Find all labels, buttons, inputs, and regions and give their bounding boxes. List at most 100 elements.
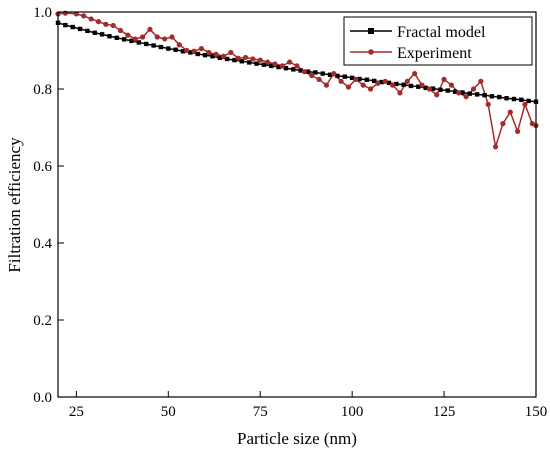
data-point-experiment: [463, 94, 469, 100]
legend: Fractal model Experiment: [343, 16, 533, 66]
data-point-experiment: [110, 22, 116, 29]
data-point-experiment: [397, 90, 403, 96]
data-point-experiment: [73, 11, 79, 17]
y-tick-label: 1.0: [33, 5, 52, 21]
data-point-fractal-model: [261, 62, 267, 67]
data-point-experiment: [125, 32, 131, 38]
data-point-fractal-model: [136, 40, 142, 45]
legend-item-experiment: Experiment: [350, 45, 472, 62]
data-point-experiment: [360, 82, 366, 88]
data-point-experiment: [191, 48, 197, 54]
data-point-experiment: [515, 128, 521, 134]
data-point-experiment: [316, 76, 322, 82]
data-point-experiment: [470, 86, 477, 92]
x-tick-label: 50: [161, 404, 176, 420]
data-point-fractal-model: [291, 67, 296, 72]
data-point-experiment: [492, 144, 499, 150]
data-point-experiment: [154, 34, 160, 40]
data-point-fractal-model: [401, 82, 406, 87]
data-point-experiment: [404, 78, 410, 84]
data-point-experiment: [235, 55, 241, 61]
data-point-experiment: [198, 45, 204, 52]
data-point-experiment: [213, 51, 219, 57]
data-point-fractal-model: [92, 30, 97, 35]
data-point-fractal-model: [342, 74, 347, 79]
data-point-fractal-model: [151, 43, 156, 48]
data-point-fractal-model: [63, 22, 68, 28]
data-point-experiment: [117, 27, 124, 34]
data-point-fractal-model: [107, 34, 112, 39]
data-point-fractal-model: [482, 92, 487, 98]
data-point-experiment: [264, 59, 271, 65]
data-point-experiment: [507, 109, 513, 115]
data-point-fractal-model: [144, 41, 149, 47]
legend-swatch-marker-experiment: [368, 49, 374, 55]
data-point-experiment: [500, 121, 506, 127]
data-point-experiment: [522, 101, 528, 107]
data-point-experiment: [139, 34, 146, 40]
data-point-experiment: [478, 78, 484, 84]
data-point-fractal-model: [121, 37, 127, 42]
data-point-experiment: [147, 26, 153, 32]
data-point-fractal-model: [77, 26, 83, 32]
data-point-fractal-model: [114, 35, 120, 40]
data-point-experiment: [434, 92, 440, 98]
data-point-experiment: [206, 49, 212, 56]
data-point-fractal-model: [497, 94, 502, 100]
data-point-fractal-model: [386, 80, 392, 86]
data-point-fractal-model: [416, 84, 421, 89]
x-tick-label: 125: [433, 404, 456, 420]
data-point-fractal-model: [254, 61, 259, 66]
data-point-fractal-model: [180, 49, 186, 54]
data-point-fractal-model: [519, 97, 524, 102]
data-point-experiment: [88, 16, 94, 22]
data-point-fractal-model: [276, 64, 281, 70]
legend-box: [343, 16, 533, 66]
axis-ticks: 25 50 75 100 125 150 0.0 0.2 0.4 0.6 0.8 1.0: [33, 5, 547, 420]
data-point-experiment: [309, 72, 315, 79]
y-tick-label: 0.0: [33, 390, 52, 406]
x-tick-label: 25: [69, 404, 84, 420]
data-point-experiment: [242, 54, 249, 61]
data-point-fractal-model: [467, 91, 473, 96]
data-point-fractal-model: [438, 87, 443, 92]
data-point-experiment: [95, 19, 102, 25]
data-point-fractal-model: [511, 96, 517, 102]
data-point-experiment: [353, 76, 359, 82]
data-point-experiment: [257, 57, 263, 63]
data-point-experiment: [294, 63, 300, 69]
data-point-fractal-model: [158, 44, 164, 50]
data-point-experiment: [338, 78, 344, 84]
data-point-experiment: [272, 61, 278, 67]
data-point-experiment: [485, 101, 491, 107]
data-point-fractal-model: [335, 73, 340, 79]
data-point-fractal-model: [269, 63, 274, 69]
data-point-experiment: [103, 21, 109, 27]
data-point-fractal-model: [357, 76, 362, 82]
data-point-fractal-model: [489, 94, 495, 99]
data-point-fractal-model: [313, 70, 318, 75]
data-point-fractal-model: [445, 88, 450, 93]
data-point-fractal-model: [85, 28, 90, 34]
data-point-fractal-model: [327, 72, 333, 77]
data-point-fractal-model: [394, 81, 399, 87]
data-point-fractal-model: [129, 38, 134, 44]
data-point-experiment: [279, 63, 285, 69]
data-point-fractal-model: [504, 96, 509, 101]
data-point-fractal-model: [372, 78, 377, 84]
data-point-fractal-model: [305, 69, 311, 74]
y-tick-label: 0.2: [33, 313, 52, 329]
data-point-experiment: [287, 59, 293, 65]
data-point-fractal-model: [430, 86, 436, 91]
data-point-experiment: [345, 84, 352, 90]
data-point-experiment: [331, 71, 337, 77]
data-point-fractal-model: [247, 60, 252, 65]
data-point-experiment: [412, 71, 418, 77]
y-tick-label: 0.4: [33, 236, 52, 252]
data-point-experiment: [220, 53, 227, 59]
x-tick-label: 75: [253, 404, 268, 420]
legend-item-fractal-model: Fractal model: [350, 24, 486, 41]
plot-area-frame: [57, 11, 537, 398]
data-point-fractal-model: [224, 56, 230, 62]
data-point-fractal-model: [210, 54, 215, 59]
